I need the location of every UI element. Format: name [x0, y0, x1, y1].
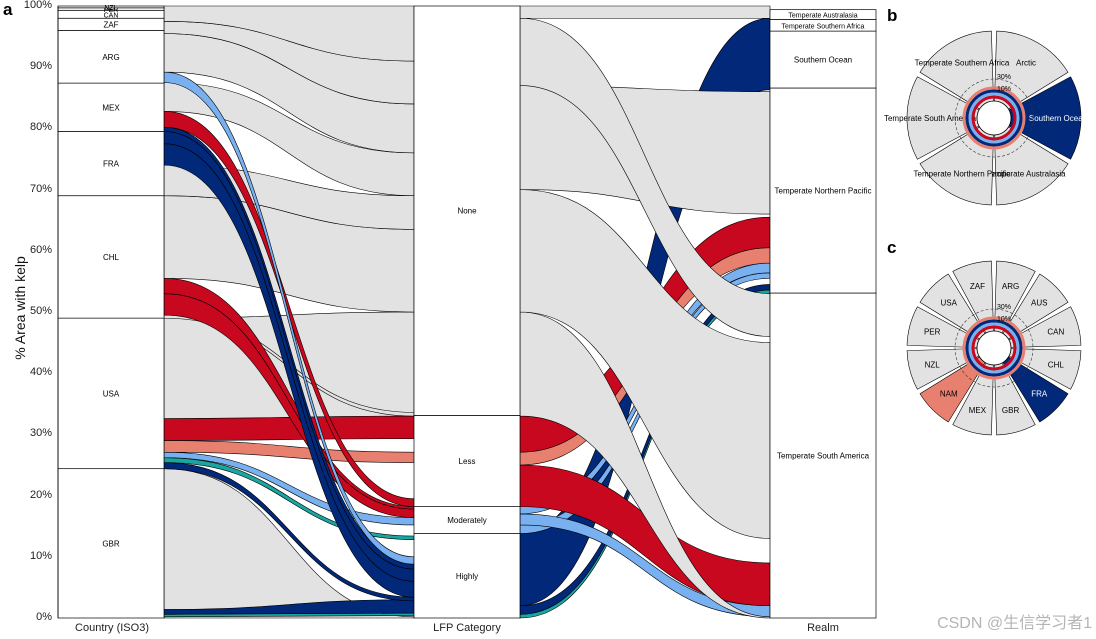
- radial-sector-label: NZL: [925, 361, 941, 370]
- axis-title-country: Country (ISO3): [75, 622, 149, 634]
- country-stratum-box: [57, 131, 165, 197]
- radial-ring-label: 30%: [997, 304, 1011, 311]
- y-tick-label: 70%: [29, 182, 52, 195]
- country-stratum-box: [57, 468, 165, 619]
- realm-stratum-label: Temperate Northern Pacific: [775, 187, 872, 196]
- radial-sector-label: Arctic: [1016, 59, 1036, 68]
- radial-sector-label: USA: [941, 299, 958, 308]
- y-tick-label: 100%: [23, 0, 52, 11]
- panel-letter-c: c: [887, 238, 897, 257]
- radial-sector-label: Temperate South America: [884, 114, 977, 123]
- radial-sector-label: PER: [924, 327, 941, 336]
- country-stratum-label: NZL: [104, 5, 117, 12]
- radial-sector-label: AUS: [1031, 299, 1047, 308]
- lfp-stratum-label: None: [457, 207, 477, 216]
- radial-sector-label: ARG: [1002, 282, 1019, 291]
- radial-sector-label: Temperate Northern Pacific: [914, 169, 1011, 178]
- radial-sector-label: FRA: [1031, 389, 1048, 398]
- realm-stratum-label: Southern Ocean: [794, 56, 852, 65]
- radial-sector-label: Southern Ocean: [1029, 114, 1087, 123]
- radial-chart: ARG AUS CAN CHL FRA GBR MEX NAM NZL PER USA ZAF 30% 1…: [906, 260, 1082, 436]
- y-tick-label: 60%: [29, 243, 52, 256]
- axis-title-realm: Realm: [807, 622, 839, 634]
- watermark: CSDN @生信学习者1: [937, 615, 1092, 632]
- y-tick-label: 10%: [29, 549, 52, 562]
- y-tick-label: 40%: [29, 366, 52, 379]
- country-stratum-box: [57, 30, 165, 84]
- radial-chart: Arctic Southern Ocean Temperate Australasi…: [884, 30, 1087, 206]
- lfp-stratum-box: [413, 533, 521, 619]
- country-stratum-label: USA: [103, 389, 120, 398]
- lfp-stratum-box: [413, 415, 521, 507]
- country-stratum-label: CHL: [103, 253, 120, 262]
- radial-sector-label: Temperate Southern Africa: [915, 59, 1010, 68]
- y-tick-label: 0%: [36, 611, 52, 623]
- lfp-stratum-label: Moderately: [447, 516, 487, 525]
- y-tick-label: 50%: [29, 305, 52, 317]
- realm-stratum-box: [769, 9, 877, 20]
- country-stratum-label: ZAF: [103, 20, 118, 29]
- radial-sector-label: CHL: [1048, 361, 1065, 370]
- panel-letter-b: b: [887, 6, 898, 25]
- radial-inner-ring: [968, 92, 1020, 144]
- radial-inner-ring: [971, 95, 1017, 141]
- radial-ring-label: 10%: [997, 316, 1011, 323]
- y-tick-label: 80%: [29, 121, 52, 134]
- flow-country-lfp: [163, 415, 415, 441]
- lfp-stratum-box: [413, 5, 521, 416]
- radial-ring-label: 30%: [997, 74, 1011, 81]
- radial-ring: [954, 78, 1034, 158]
- y-tick-label: 90%: [29, 60, 52, 73]
- radial-sector-label: NAM: [940, 389, 958, 398]
- flow-country-lfp: [163, 5, 415, 62]
- axis-title-lfp: LFP Category: [433, 622, 501, 634]
- radial-hole: [976, 330, 1012, 366]
- panel-letter-a: a: [3, 0, 13, 19]
- country-stratum-label: FRA: [103, 160, 120, 169]
- realm-stratum-label: Temperate South America: [777, 452, 870, 461]
- country-stratum-label: CAN: [104, 12, 119, 19]
- realm-stratum-label: Temperate Australasia: [788, 13, 857, 20]
- flow-country-lfp: [163, 468, 415, 619]
- radial-sector-label: Temperate Australasia: [986, 169, 1066, 178]
- realm-stratum-box: [769, 292, 877, 619]
- radial-inner-ring: [971, 325, 1017, 371]
- radial-sector-label: CAN: [1047, 327, 1064, 336]
- realm-stratum-box: [769, 30, 877, 89]
- realm-stratum-label: Temperate Southern Africa: [782, 23, 865, 30]
- realm-stratum-box: [769, 87, 877, 294]
- country-stratum-box: [57, 82, 165, 132]
- radial-inner-ring: [968, 322, 1020, 374]
- radial-inner-ring: [962, 86, 1026, 150]
- country-stratum-label: ARG: [102, 53, 119, 62]
- flow-lfp-realm: [519, 5, 771, 19]
- radial-inner-ring: [965, 89, 1023, 147]
- country-stratum-label: GBR: [102, 539, 120, 548]
- country-stratum-box: [57, 195, 165, 319]
- radial-hole: [976, 100, 1012, 136]
- radial-sector-label: ZAF: [970, 282, 985, 291]
- radial-inner-ring: [965, 319, 1023, 377]
- lfp-stratum-label: Less: [459, 457, 476, 466]
- y-tick-label: 20%: [29, 488, 52, 501]
- lfp-stratum-label: Highly: [456, 572, 478, 581]
- radial-inner-ring: [962, 316, 1026, 380]
- lfp-stratum-box: [413, 506, 521, 534]
- radial-ring-label: 10%: [997, 86, 1011, 93]
- radial-sector-label: MEX: [969, 406, 987, 415]
- country-stratum-box: [57, 317, 165, 470]
- radial-sector-label: GBR: [1002, 406, 1020, 415]
- country-stratum-label: PER: [104, 7, 118, 14]
- radial-ring: [954, 308, 1034, 388]
- country-stratum-label: MEX: [102, 103, 120, 112]
- y-tick-label: 30%: [29, 427, 52, 440]
